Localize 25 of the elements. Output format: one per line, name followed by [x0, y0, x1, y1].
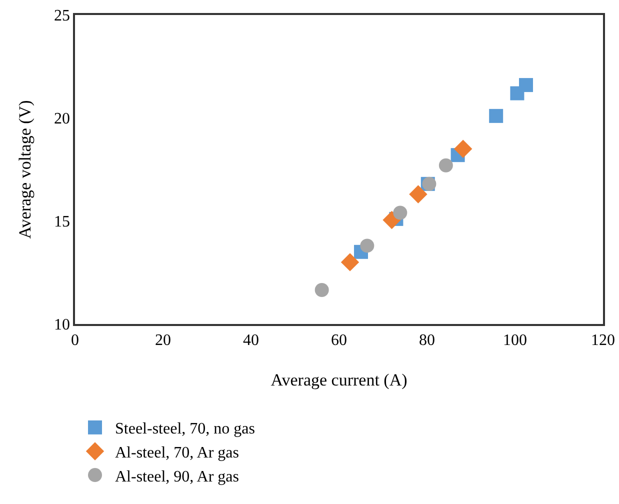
y-tick-label: 25: [54, 8, 70, 25]
point: [340, 253, 360, 272]
x-tick-label: 80: [419, 332, 435, 349]
legend-label: Al-steel, 90, Ar gas: [115, 468, 239, 486]
legend-label: Al-steel, 70, Ar gas: [115, 444, 239, 462]
point: [393, 206, 408, 220]
point: [438, 158, 453, 172]
y-tick-label: 10: [54, 316, 70, 334]
x-tick-label: 100: [503, 332, 527, 349]
legend-label: Steel-steel, 70, no gas: [115, 420, 255, 438]
y-tick-label: 15: [54, 214, 70, 231]
point: [454, 140, 472, 158]
x-tick-label: 0: [71, 332, 79, 349]
x-axis-title: Average current (A): [270, 370, 408, 390]
point: [360, 238, 374, 253]
point: [519, 78, 533, 92]
x-tick-label: 40: [243, 332, 259, 349]
x-tick-label: 20: [155, 332, 171, 349]
point: [409, 185, 428, 204]
point: [314, 283, 329, 298]
x-tick-label: 60: [331, 332, 347, 349]
y-tick-label: 20: [54, 110, 70, 128]
y-axis-title: Average voltage (V): [16, 100, 34, 239]
point: [489, 108, 504, 123]
x-tick-label: 120: [591, 332, 615, 349]
